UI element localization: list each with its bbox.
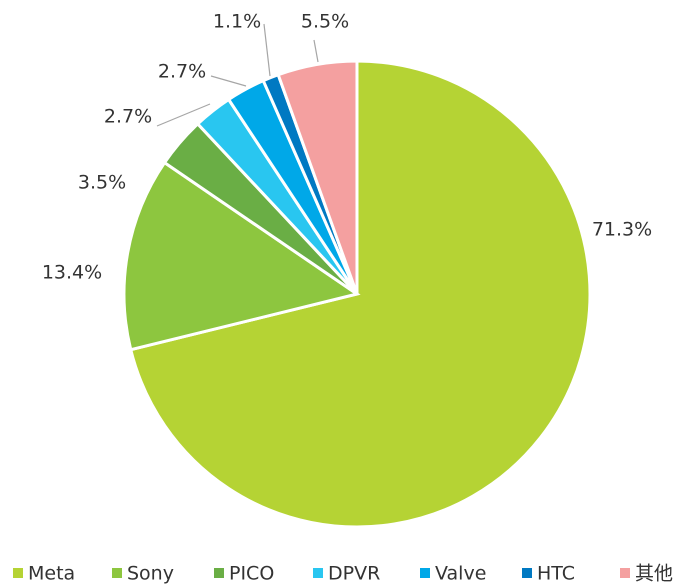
pie-slice bbox=[128, 59, 592, 529]
data-label: 2.7% bbox=[158, 61, 206, 83]
legend-label: DPVR bbox=[328, 563, 380, 585]
legend-swatch bbox=[13, 568, 23, 578]
leader-line bbox=[313, 39, 319, 63]
legend-swatch bbox=[112, 568, 122, 578]
legend-swatch bbox=[313, 568, 323, 578]
data-label: 1.1% bbox=[213, 11, 261, 33]
legend-label: PICO bbox=[229, 563, 274, 585]
data-label: 2.7% bbox=[104, 106, 152, 128]
legend-label: 其他 bbox=[635, 563, 673, 585]
legend-swatch bbox=[214, 568, 224, 578]
legend-label: Valve bbox=[435, 563, 486, 585]
legend-label: Meta bbox=[28, 563, 75, 585]
leader-line bbox=[263, 23, 271, 77]
leader-line bbox=[210, 75, 247, 87]
pie-slice bbox=[122, 160, 361, 352]
data-label: 71.3% bbox=[592, 219, 652, 241]
data-label: 13.4% bbox=[42, 262, 102, 284]
pie-slice bbox=[276, 59, 359, 295]
legend-swatch bbox=[620, 568, 630, 578]
legend-label: Sony bbox=[127, 563, 174, 585]
legend-label: HTC bbox=[537, 563, 575, 585]
leader-line bbox=[156, 103, 211, 127]
data-label: 3.5% bbox=[78, 172, 126, 194]
legend-swatch bbox=[522, 568, 532, 578]
data-label: 5.5% bbox=[301, 11, 349, 33]
legend-swatch bbox=[420, 568, 430, 578]
